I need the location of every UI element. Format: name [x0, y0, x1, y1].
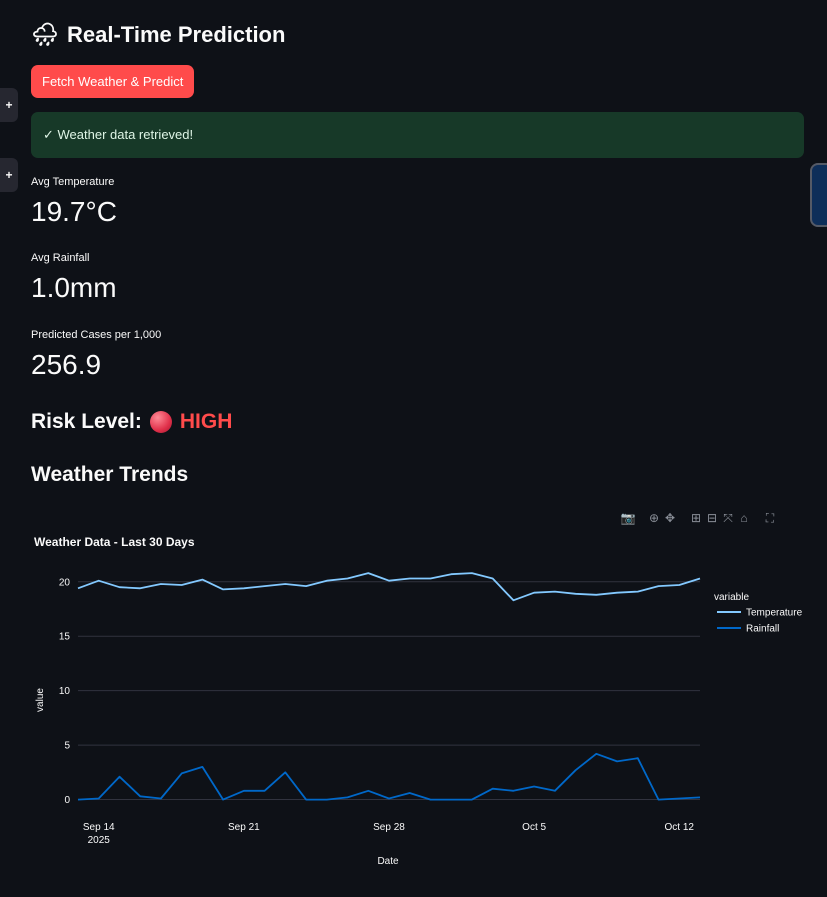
- legend-title: variable: [714, 592, 749, 603]
- page-title-text: Real-Time Prediction: [67, 22, 286, 47]
- x-axis-ticks: Sep 14 2025 Sep 21 Sep 28 Oct 5 Oct 12: [83, 822, 695, 846]
- rain-cloud-icon: 🌧: [31, 22, 59, 47]
- metric-value-rainfall: 1.0mm: [31, 272, 117, 303]
- y-tick-label: 15: [59, 632, 71, 643]
- autoscale-icon[interactable]: ⤧: [723, 511, 733, 525]
- fetch-weather-predict-button[interactable]: Fetch Weather & Predict: [31, 65, 195, 98]
- x-tick-label: Oct 12: [665, 822, 695, 833]
- y-axis-ticks: 0 5 10 15 20: [59, 577, 71, 806]
- chart-title: Weather Data - Last 30 Days: [34, 535, 195, 549]
- metric-label-temperature: Avg Temperature: [31, 176, 115, 188]
- plus-icon: +: [5, 98, 13, 112]
- y-axis-label: value: [35, 688, 46, 712]
- x-tick-label: Oct 5: [522, 822, 546, 833]
- zoom-in-icon[interactable]: ⊞: [690, 511, 702, 525]
- right-panel-tab[interactable]: [810, 163, 827, 227]
- sidebar-expand-button[interactable]: +: [0, 88, 18, 122]
- red-circle-icon: [149, 411, 172, 433]
- series-line-temperature: [77, 572, 701, 602]
- y-tick-label: 5: [64, 741, 70, 752]
- success-alert-text: ✓ Weather data retrieved!: [43, 127, 194, 142]
- camera-icon[interactable]: 📷: [620, 511, 636, 525]
- chart-grid: [78, 581, 700, 801]
- zoom-icon[interactable]: ⊕: [648, 511, 660, 525]
- series-line-rainfall: [77, 752, 701, 801]
- x-tick-label: Sep 14: [83, 822, 115, 833]
- plus-icon: +: [5, 168, 13, 182]
- success-alert: ✓ Weather data retrieved!: [31, 112, 804, 158]
- x-tick-label: Sep 28: [373, 822, 405, 833]
- reset-axes-icon[interactable]: ⌂: [740, 511, 748, 525]
- chart-modebar: 📷 ⊕ ✥ ⊞ ⊟ ⤧ ⌂ ⛶: [620, 510, 778, 526]
- risk-level: Risk Level: HIGH: [31, 410, 232, 434]
- metric-value-temperature: 19.7°C: [31, 196, 117, 227]
- metric-label-rainfall: Avg Rainfall: [31, 252, 90, 264]
- weather-chart: Weather Data - Last 30 Days 0 5 10 15 20 Sep…: [34, 535, 803, 867]
- chart-lines: [77, 572, 701, 801]
- zoom-out-icon[interactable]: ⊟: [706, 511, 718, 525]
- legend-label-rainfall[interactable]: Rainfall: [746, 624, 779, 635]
- risk-level-value: HIGH: [179, 410, 233, 433]
- weather-trends-heading: Weather Trends: [31, 463, 189, 486]
- pan-icon[interactable]: ✥: [664, 511, 676, 525]
- x-tick-sublabel: 2025: [88, 835, 111, 846]
- x-axis-label: Date: [377, 856, 399, 867]
- sidebar-expand-button-2[interactable]: +: [0, 158, 18, 192]
- fullscreen-icon[interactable]: ⛶: [765, 511, 775, 525]
- x-tick-label: Sep 21: [228, 822, 260, 833]
- page-title: 🌧 Real-Time Prediction: [31, 22, 285, 48]
- y-tick-label: 10: [59, 686, 71, 697]
- y-tick-label: 0: [64, 795, 70, 806]
- legend-label-temperature[interactable]: Temperature: [746, 608, 803, 619]
- risk-label: Risk Level:: [31, 410, 142, 433]
- metric-label-cases: Predicted Cases per 1,000: [31, 329, 162, 341]
- metric-value-cases: 256.9: [31, 349, 102, 380]
- chart-legend[interactable]: variable Temperature Rainfall: [714, 592, 803, 635]
- y-tick-label: 20: [59, 577, 71, 588]
